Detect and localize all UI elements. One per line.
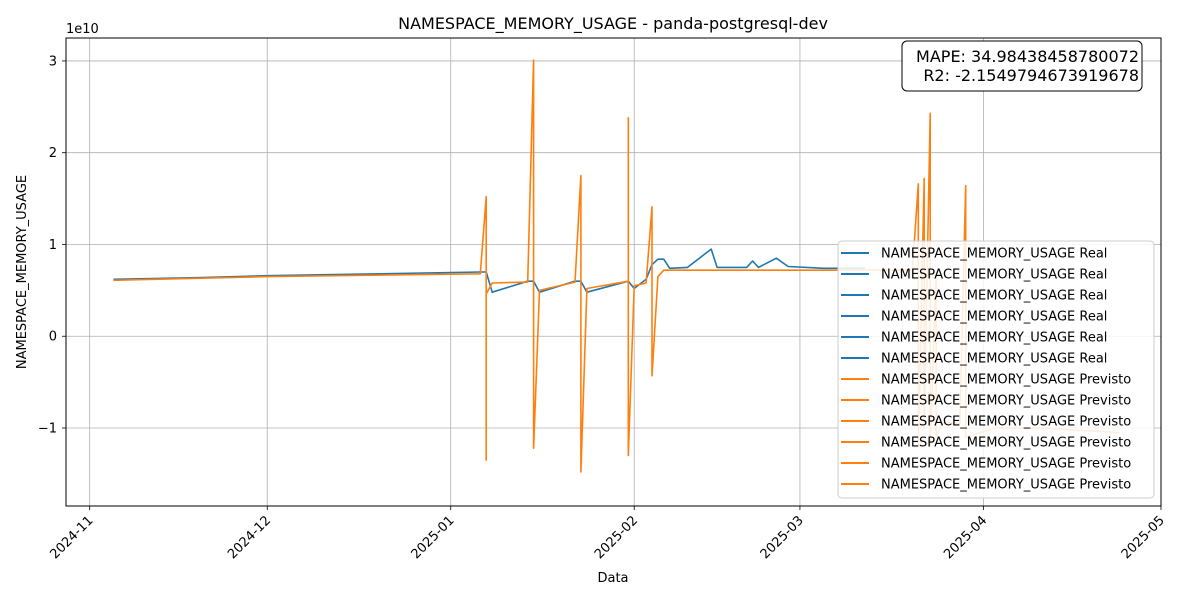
mape-value: MAPE: 34.98438458780072 — [916, 47, 1139, 66]
legend: NAMESPACE_MEMORY_USAGE Real NAMESPACE_MEM… — [837, 240, 1155, 499]
y-tick-label: −1 — [38, 422, 57, 437]
metrics-box-frame — [901, 40, 1143, 92]
plot-frame — [65, 37, 1162, 507]
legend-entry: NAMESPACE_MEMORY_USAGE Previsto — [881, 457, 1131, 472]
y-tick-label: 1 — [49, 238, 57, 253]
legend-entry: NAMESPACE_MEMORY_USAGE Previsto — [881, 415, 1131, 430]
legend-entry: NAMESPACE_MEMORY_USAGE Real — [881, 289, 1107, 304]
r2-value: R2: -2.1549794673919678 — [923, 66, 1139, 85]
y-offset-label: 1e10 — [66, 22, 99, 37]
chart-title: NAMESPACE_MEMORY_USAGE - panda-postgresq… — [398, 14, 828, 34]
legend-entry: NAMESPACE_MEMORY_USAGE Previsto — [881, 436, 1131, 451]
legend-entry: NAMESPACE_MEMORY_USAGE Real — [881, 310, 1107, 325]
legend-entry: NAMESPACE_MEMORY_USAGE Real — [881, 268, 1107, 283]
legend-entry: NAMESPACE_MEMORY_USAGE Real — [881, 331, 1107, 346]
y-axis-label: NAMESPACE_MEMORY_USAGE — [15, 175, 30, 369]
legend-entry: NAMESPACE_MEMORY_USAGE Previsto — [881, 394, 1131, 409]
y-tick-label: 2 — [49, 146, 57, 161]
y-tick-label: 0 — [49, 330, 57, 345]
legend-frame — [837, 240, 1155, 499]
legend-entry: NAMESPACE_MEMORY_USAGE Previsto — [881, 373, 1131, 388]
metrics-box: MAPE: 34.98438458780072 R2: -2.154979467… — [901, 40, 1143, 92]
y-tick-label: 3 — [49, 54, 57, 69]
legend-entry: NAMESPACE_MEMORY_USAGE Real — [881, 247, 1107, 262]
legend-entry: NAMESPACE_MEMORY_USAGE Real — [881, 352, 1107, 367]
legend-entry: NAMESPACE_MEMORY_USAGE Previsto — [881, 478, 1131, 493]
x-axis-label: Data — [597, 571, 628, 586]
